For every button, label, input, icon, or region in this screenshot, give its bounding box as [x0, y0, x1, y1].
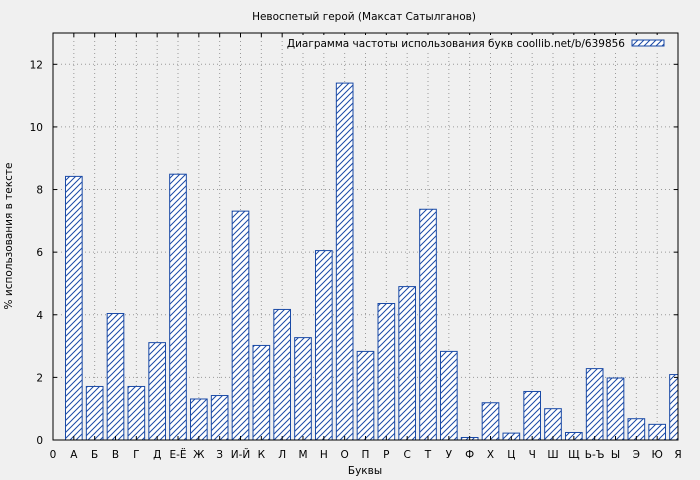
x-tick-label: Ы — [611, 449, 620, 461]
bar-З — [210, 395, 229, 441]
x-tick-label: А — [70, 449, 78, 461]
bar-У — [440, 350, 458, 441]
x-tick-label: Щ — [568, 449, 580, 461]
bar-Л — [273, 308, 292, 441]
x-tick-label: Б — [91, 449, 98, 461]
x-tick-label: Ф — [465, 449, 474, 461]
x-tick-label: З — [216, 449, 223, 461]
bar-К — [252, 344, 271, 441]
x-tick-label: Т — [424, 449, 432, 461]
legend-swatch — [631, 39, 665, 47]
bar-Р — [377, 302, 396, 441]
y-tick-label: 12 — [30, 59, 43, 71]
bar-Д — [148, 342, 166, 441]
bar-Ы — [606, 377, 625, 441]
x-tick-label: Ц — [507, 449, 515, 461]
y-tick-label: 10 — [30, 122, 43, 134]
bar-Х — [481, 402, 500, 441]
x-tick-label: Ш — [547, 449, 558, 461]
bar-Е-Ё — [169, 173, 187, 441]
x-tick-label: Ь-Ъ — [585, 449, 605, 461]
y-axis-ticks: 0 2 4 6 8 10 12 — [30, 59, 678, 447]
x-tick-label: И-Й — [231, 448, 251, 461]
legend: Диаграмма частоты использования букв coo… — [286, 35, 674, 51]
bar-Я — [669, 374, 679, 441]
y-tick-label: 0 — [36, 435, 43, 447]
bar-М — [294, 337, 312, 441]
x-tick-label: П — [362, 449, 370, 461]
x-tick-label: Э — [633, 449, 640, 461]
bar-Г — [127, 385, 146, 441]
bar-Ш — [544, 408, 562, 441]
bar-Т — [419, 208, 437, 441]
x-tick-label: Р — [383, 449, 389, 461]
bar-П — [356, 350, 375, 441]
bar-Б — [85, 385, 104, 441]
x-axis-label: Буквы — [348, 465, 382, 477]
x-tick-label: В — [112, 449, 119, 461]
bar-И-Й — [231, 210, 250, 441]
x-tick-label: Е-Ё — [169, 448, 186, 461]
x-tick-label: Я — [674, 449, 681, 461]
x-tick-label: Ж — [193, 449, 205, 461]
y-tick-label: 4 — [36, 310, 43, 322]
bar-А — [65, 175, 83, 441]
bar-Ж — [190, 398, 208, 441]
legend-label: Диаграмма частоты использования букв coo… — [287, 38, 625, 50]
x-tick-label: С — [403, 449, 410, 461]
y-tick-label: 6 — [36, 247, 43, 259]
bar-Н — [315, 250, 333, 441]
x-tick-label: Ч — [529, 449, 536, 461]
chart-title: Невоспетый герой (Максат Сатылганов) — [252, 11, 476, 23]
x-tick-label: Г — [133, 449, 139, 461]
x-tick-label: Н — [320, 449, 328, 461]
bar-Ь-Ъ — [585, 368, 604, 441]
x-tick-label: У — [446, 449, 453, 461]
bar-Ч — [523, 390, 541, 441]
bar-В — [106, 313, 125, 441]
x-tick-label: Л — [278, 449, 286, 461]
legend-background — [286, 35, 674, 51]
x-tick-label: К — [258, 449, 266, 461]
y-tick-label: 8 — [36, 185, 43, 197]
x-tick-label: Ю — [651, 449, 662, 461]
x-tick-label: Х — [487, 449, 494, 461]
x-tick-label: О — [341, 449, 349, 461]
y-axis-label: % использования в тексте — [3, 163, 15, 310]
bar-С — [398, 286, 417, 441]
bars — [65, 82, 679, 441]
bar-О — [335, 82, 354, 441]
y-tick-label: 2 — [36, 372, 43, 384]
x-axis-ticks: 0 А Б В Г Д Е-Ё Ж З И-Й К Л М Н О П Р С Т У Ф Х Ц Ч Ш Щ Ь-Ъ Ы Э Ю Я — [50, 33, 682, 461]
gridlines — [53, 33, 678, 440]
x-tick-label: 0 — [50, 449, 57, 461]
x-tick-label: Д — [153, 449, 161, 461]
x-tick-label: М — [298, 449, 307, 461]
